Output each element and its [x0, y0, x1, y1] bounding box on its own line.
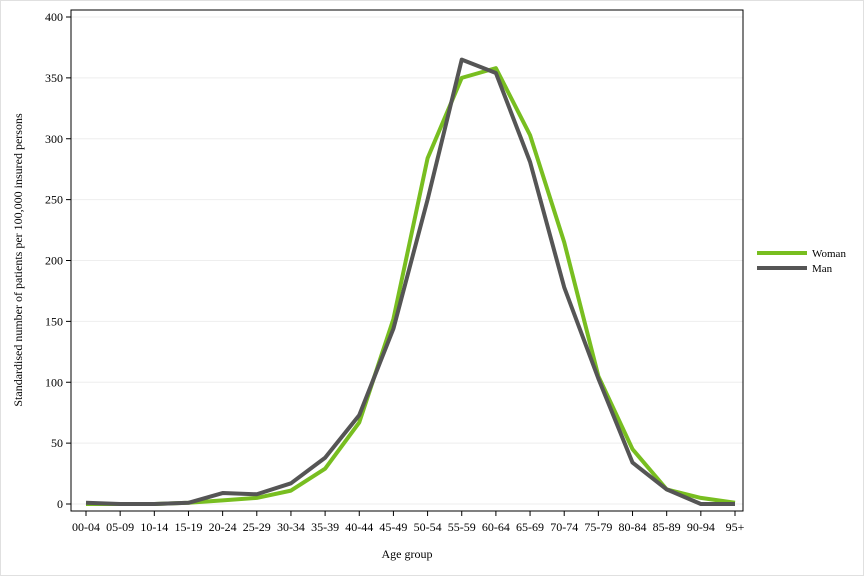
y-tick-label: 300 — [45, 132, 63, 146]
x-tick-label: 90-94 — [687, 520, 715, 534]
x-tick-label: 40-44 — [345, 520, 373, 534]
x-tick-label: 80-84 — [619, 520, 647, 534]
x-tick-label: 65-69 — [516, 520, 544, 534]
x-tick-label: 15-19 — [174, 520, 202, 534]
x-tick-label: 00-04 — [72, 520, 100, 534]
x-tick-label: 30-34 — [277, 520, 305, 534]
x-tick-label: 20-24 — [209, 520, 237, 534]
x-tick-label: 50-54 — [414, 520, 442, 534]
series-line — [86, 66, 736, 506]
x-tick-label: 45-49 — [379, 520, 407, 534]
x-tick-label: 85-89 — [653, 520, 681, 534]
y-tick-label: 50 — [51, 436, 63, 450]
legend-label: Man — [812, 263, 833, 275]
x-tick-label: 70-74 — [550, 520, 578, 534]
plot-border — [70, 9, 744, 512]
x-tick-label: 25-29 — [243, 520, 271, 534]
series-line — [85, 57, 735, 506]
y-tick-label: 0 — [57, 497, 63, 511]
x-tick-label: 35-39 — [311, 520, 339, 534]
x-tick-label: 05-09 — [106, 520, 134, 534]
x-tick-label: 60-64 — [482, 520, 510, 534]
y-tick-label: 100 — [45, 375, 63, 389]
x-axis-label: Age group — [382, 547, 433, 561]
y-tick-label: 400 — [45, 10, 63, 24]
y-tick-label: 150 — [45, 314, 63, 328]
y-axis-label: Standardised number of patients per 100,… — [11, 113, 25, 407]
legend-label: Woman — [812, 248, 846, 260]
y-tick-label: 350 — [45, 71, 63, 85]
x-tick-label: 75-79 — [584, 520, 612, 534]
x-tick-label: 55-59 — [448, 520, 476, 534]
x-tick-label: 95+ — [726, 520, 745, 534]
x-tick-label: 10-14 — [140, 520, 168, 534]
y-tick-label: 250 — [45, 193, 63, 207]
y-tick-label: 200 — [45, 254, 63, 268]
